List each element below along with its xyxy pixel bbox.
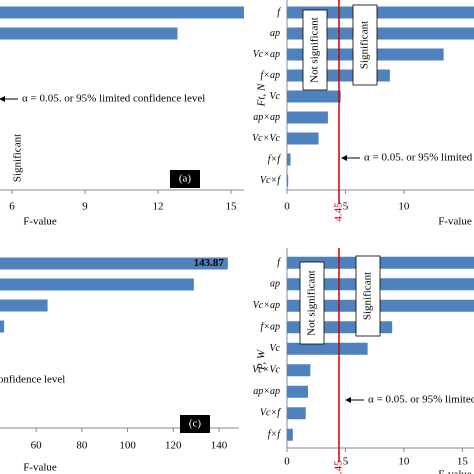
y-tick-label: Vc×f — [260, 175, 281, 186]
critical-label: 4.45 — [333, 460, 345, 474]
bar — [0, 278, 194, 291]
bar — [0, 257, 228, 270]
y-tick-label: Vc×ap — [253, 49, 280, 60]
bar — [287, 342, 368, 355]
y-axis-label: P, W — [256, 349, 268, 371]
y-tick-label: f×ap — [260, 322, 280, 333]
annotation: α = 0.05. or 95% limited confidence leve… — [22, 93, 205, 105]
x-tick-label: 5 — [343, 201, 349, 213]
bar — [287, 27, 474, 40]
y-tick-label: ap — [270, 279, 280, 290]
region-label: Significant — [362, 272, 374, 320]
bar — [287, 132, 319, 145]
y-tick-label: f×ap — [260, 70, 280, 81]
label-box — [299, 261, 325, 345]
y-tick-label: Vc — [269, 343, 280, 354]
x-axis-label: F-value — [23, 216, 57, 228]
panel-label-box — [180, 415, 210, 433]
bar — [287, 407, 306, 420]
x-tick-label: 0 — [284, 456, 290, 468]
y-tick-label: Vc×f — [260, 408, 281, 419]
bar — [287, 299, 474, 312]
region-label: Significant — [12, 134, 24, 182]
y-tick-label: ap×ap — [253, 112, 280, 123]
x-tick-label: 15 — [226, 201, 238, 213]
bar — [287, 364, 311, 377]
x-tick-label: 12 — [153, 201, 164, 213]
y-tick-label: f×f — [268, 154, 282, 165]
bar — [0, 6, 244, 19]
y-tick-label: Vc×Vc — [252, 133, 280, 144]
x-tick-label: 140 — [211, 440, 228, 452]
bar — [287, 174, 289, 187]
y-tick-label: Vc — [269, 91, 280, 102]
bar — [0, 27, 178, 40]
bar — [0, 299, 48, 312]
bar — [287, 278, 474, 291]
x-axis-label: F-value — [438, 216, 472, 228]
panel-label: (a) — [179, 173, 192, 185]
critical-label: 4.45 — [333, 202, 345, 222]
annotation: α = 0.05. or 95% limited confidence leve… — [0, 374, 65, 386]
label-box — [352, 4, 378, 86]
x-axis-label: F-value — [438, 469, 472, 474]
bar — [287, 6, 474, 19]
region-label: Not significant — [306, 270, 318, 336]
x-tick-label: 0 — [284, 201, 290, 213]
bar — [287, 256, 474, 269]
x-tick-label: 60 — [31, 440, 43, 452]
y-tick-label: Vc×ap — [253, 300, 280, 311]
annotation: α = 0.05. or 95% limited confidence leve… — [364, 152, 474, 164]
x-tick-label: 15 — [457, 456, 469, 468]
region-label: Not significant — [309, 17, 321, 83]
panel-label: (c) — [189, 418, 202, 430]
panel: 0 5 10 f ap Vc×ap f×ap Vc ap×ap Vc×Vc f×f Vc×f F-val… — [252, 0, 474, 228]
y-tick-label: Vc×Vc — [252, 365, 280, 376]
panel: 0 5 10 15 f ap Vc×ap f×ap Vc Vc×Vc ap×ap Vc×f f×f F-v… — [252, 248, 474, 474]
bar — [287, 385, 309, 398]
x-tick-label: 9 — [82, 201, 88, 213]
x-tick-label: 120 — [165, 440, 182, 452]
x-axis-label: F-value — [23, 462, 57, 474]
annotation: α = 0.05. or 95% limited confidence leve… — [368, 394, 474, 406]
label-box — [355, 255, 381, 337]
panel: 020406080100120140143.87F-valueα = 0.05.… — [0, 257, 239, 474]
x-tick-label: 5 — [343, 456, 349, 468]
bar — [287, 111, 328, 124]
x-tick-label: 10 — [398, 201, 410, 213]
x-tick-label: 100 — [119, 440, 136, 452]
panel-label-box — [170, 170, 200, 188]
y-tick-label: f — [277, 257, 281, 268]
region-label: Significant — [359, 21, 371, 69]
y-tick-label: f×f — [268, 429, 282, 440]
y-tick-label: ap — [270, 28, 280, 39]
y-tick-label: f — [277, 7, 281, 18]
data-label: 143.87 — [194, 257, 225, 269]
x-tick-label: 6 — [9, 201, 15, 213]
x-tick-label: 80 — [76, 440, 88, 452]
bar — [287, 90, 341, 103]
bar — [0, 320, 5, 333]
bar — [287, 428, 293, 441]
y-tick-label: ap×ap — [253, 386, 280, 397]
bar — [287, 153, 291, 166]
y-axis-label: Ft, N — [256, 83, 268, 107]
label-box — [302, 9, 328, 91]
x-tick-label: 10 — [398, 456, 410, 468]
